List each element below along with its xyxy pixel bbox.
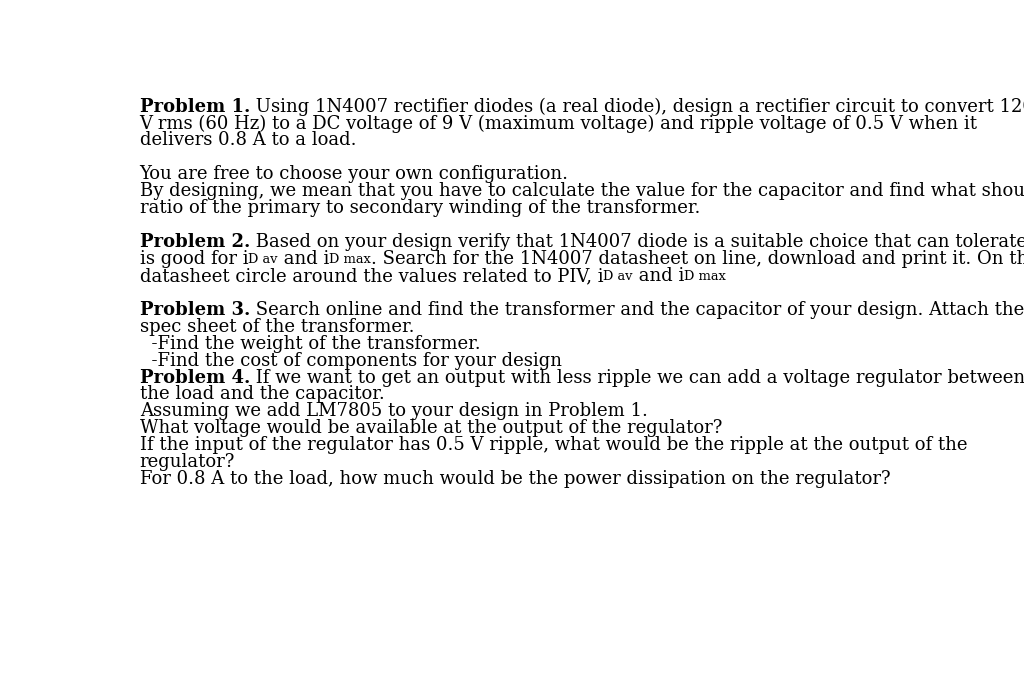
Text: spec sheet of the transformer.: spec sheet of the transformer.	[139, 318, 414, 336]
Text: D av: D av	[248, 253, 278, 266]
Text: For 0.8 A to the load, how much would be the power dissipation on the regulator?: For 0.8 A to the load, how much would be…	[139, 470, 890, 488]
Text: regulator?: regulator?	[139, 453, 234, 471]
Text: . Search for the 1N4007 datasheet on line, download and print it. On the: . Search for the 1N4007 datasheet on lin…	[371, 250, 1024, 268]
Text: -Find the cost of components for your design: -Find the cost of components for your de…	[139, 351, 561, 369]
Text: If we want to get an output with less ripple we can add a voltage regulator betw: If we want to get an output with less ri…	[250, 369, 1024, 387]
Text: Problem 4.: Problem 4.	[139, 369, 250, 387]
Text: D max: D max	[329, 253, 371, 266]
Text: Using 1N4007 rectifier diodes (a real diode), design a rectifier circuit to conv: Using 1N4007 rectifier diodes (a real di…	[250, 98, 1024, 116]
Text: By designing, we mean that you have to calculate the value for the capacitor and: By designing, we mean that you have to c…	[139, 182, 1024, 200]
Text: D max: D max	[684, 270, 726, 283]
Text: the load and the capacitor.: the load and the capacitor.	[139, 385, 384, 404]
Text: Problem 3.: Problem 3.	[139, 301, 250, 319]
Text: Assuming we add LM7805 to your design in Problem 1.: Assuming we add LM7805 to your design in…	[139, 402, 647, 420]
Text: You are free to choose your own configuration.: You are free to choose your own configur…	[139, 165, 568, 183]
Text: What voltage would be available at the output of the regulator?: What voltage would be available at the o…	[139, 420, 722, 437]
Text: delivers 0.8 A to a load.: delivers 0.8 A to a load.	[139, 131, 356, 149]
Text: ratio of the primary to secondary winding of the transformer.: ratio of the primary to secondary windin…	[139, 199, 700, 217]
Text: and i: and i	[278, 250, 329, 268]
Text: and i: and i	[633, 267, 684, 285]
Text: is good for i: is good for i	[139, 250, 248, 268]
Text: If the input of the regulator has 0.5 V ripple, what would be the ripple at the : If the input of the regulator has 0.5 V …	[139, 436, 967, 454]
Text: V rms (60 Hz) to a DC voltage of 9 V (maximum voltage) and ripple voltage of 0.5: V rms (60 Hz) to a DC voltage of 9 V (ma…	[139, 114, 978, 132]
Text: D av: D av	[603, 270, 633, 283]
Text: Problem 2.: Problem 2.	[139, 233, 250, 251]
Text: Search online and find the transformer and the capacitor of your design. Attach : Search online and find the transformer a…	[250, 301, 1024, 319]
Text: datasheet circle around the values related to PIV, i: datasheet circle around the values relat…	[139, 267, 603, 285]
Text: Problem 1.: Problem 1.	[139, 98, 250, 116]
Text: -Find the weight of the transformer.: -Find the weight of the transformer.	[139, 335, 480, 353]
Text: Based on your design verify that 1N4007 diode is a suitable choice that can tole: Based on your design verify that 1N4007 …	[250, 233, 1024, 251]
